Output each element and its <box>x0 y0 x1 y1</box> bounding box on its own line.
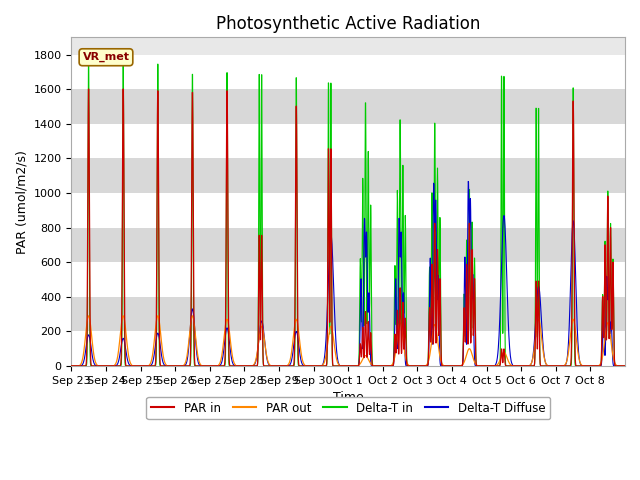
Bar <box>72 193 625 228</box>
Bar <box>72 124 625 158</box>
Bar <box>72 228 625 262</box>
Bar <box>72 262 625 297</box>
Bar <box>72 297 625 331</box>
Bar <box>72 89 625 124</box>
Bar <box>72 158 625 193</box>
Y-axis label: PAR (umol/m2/s): PAR (umol/m2/s) <box>15 150 28 253</box>
Bar <box>72 331 625 366</box>
Legend: PAR in, PAR out, Delta-T in, Delta-T Diffuse: PAR in, PAR out, Delta-T in, Delta-T Dif… <box>146 397 550 419</box>
Text: VR_met: VR_met <box>83 52 129 62</box>
X-axis label: Time: Time <box>333 391 364 404</box>
Title: Photosynthetic Active Radiation: Photosynthetic Active Radiation <box>216 15 481 33</box>
Bar <box>72 55 625 89</box>
